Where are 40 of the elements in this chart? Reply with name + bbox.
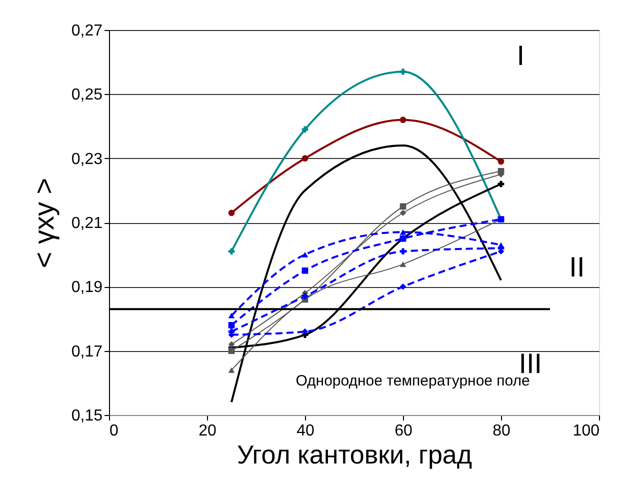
x-tick-label: 40 [296, 422, 314, 440]
x-tick-label: 100 [572, 422, 600, 440]
y-tick-label: 0,17 [71, 343, 103, 360]
point [302, 293, 308, 300]
y-axis-title: < γxy > [28, 178, 60, 268]
point [498, 180, 504, 188]
point [228, 210, 235, 216]
x-tick-label: 20 [198, 422, 216, 440]
y-tick-label: 0,19 [71, 279, 103, 296]
point [400, 68, 406, 75]
point [302, 155, 308, 162]
point [228, 332, 235, 338]
annotation: I [516, 40, 524, 71]
y-tick-label: 0,25 [71, 86, 103, 104]
y-tick-label: 0,15 [71, 408, 103, 424]
point [228, 348, 235, 354]
point [228, 248, 235, 255]
annotation: Однородное температурное поле [296, 372, 530, 390]
y-tick-label: 0,27 [71, 22, 103, 40]
point [400, 116, 406, 123]
y-tick-label: 0,23 [71, 150, 103, 168]
point [302, 126, 308, 133]
point [228, 322, 235, 328]
point [302, 252, 308, 258]
x-axis-title: Угол кантовки, град [236, 440, 472, 470]
point [302, 328, 308, 335]
x-tick-label: 80 [492, 422, 510, 440]
point [400, 203, 406, 210]
point [400, 248, 406, 255]
point [302, 267, 308, 274]
point [228, 312, 235, 318]
annotation: II [569, 252, 585, 283]
point [400, 210, 406, 216]
x-tick-label: 60 [394, 422, 412, 440]
point [498, 158, 504, 165]
point [400, 229, 406, 235]
point [400, 284, 406, 290]
x-tick-label: 0 [110, 422, 118, 440]
y-tick-label: 0,21 [71, 215, 103, 232]
point [228, 341, 235, 348]
